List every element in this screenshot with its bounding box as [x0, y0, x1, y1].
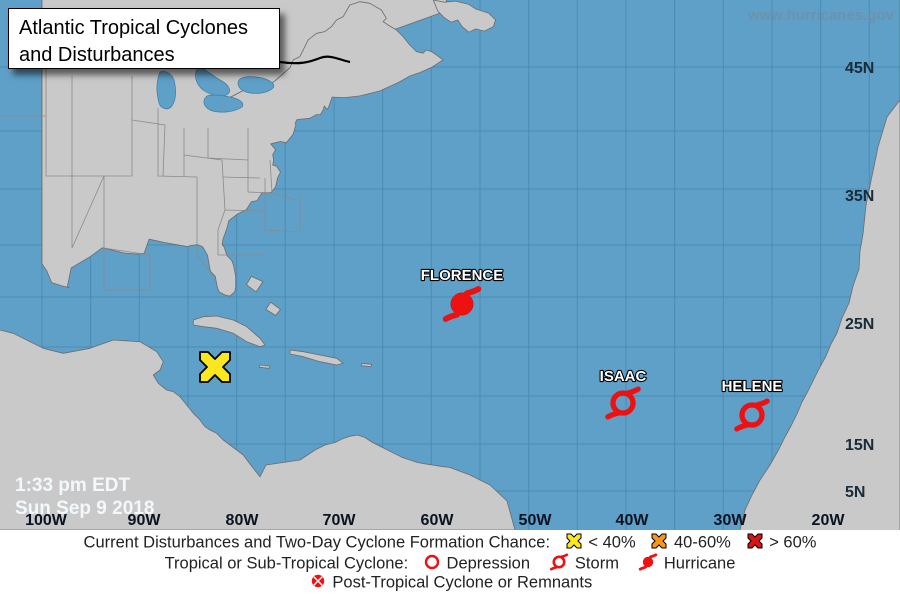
svg-text:FLORENCE: FLORENCE [421, 267, 504, 284]
svg-text:35N: 35N [845, 188, 874, 205]
svg-text:45N: 45N [845, 60, 874, 77]
svg-text:60W: 60W [421, 512, 455, 529]
svg-text:5N: 5N [845, 484, 865, 501]
svg-text:20W: 20W [812, 512, 846, 529]
svg-text:25N: 25N [845, 316, 874, 333]
svg-text:15N: 15N [845, 437, 874, 454]
svg-text:ISAAC: ISAAC [600, 368, 647, 385]
svg-text:HELENE: HELENE [722, 378, 783, 395]
svg-text:40W: 40W [616, 512, 650, 529]
svg-text:70W: 70W [323, 512, 357, 529]
svg-text:30W: 30W [714, 512, 748, 529]
svg-text:80W: 80W [226, 512, 260, 529]
svg-text:Sun Sep 9 2018: Sun Sep 9 2018 [15, 498, 154, 519]
svg-text:1:33 pm EDT: 1:33 pm EDT [15, 475, 130, 496]
svg-text:50W: 50W [519, 512, 553, 529]
